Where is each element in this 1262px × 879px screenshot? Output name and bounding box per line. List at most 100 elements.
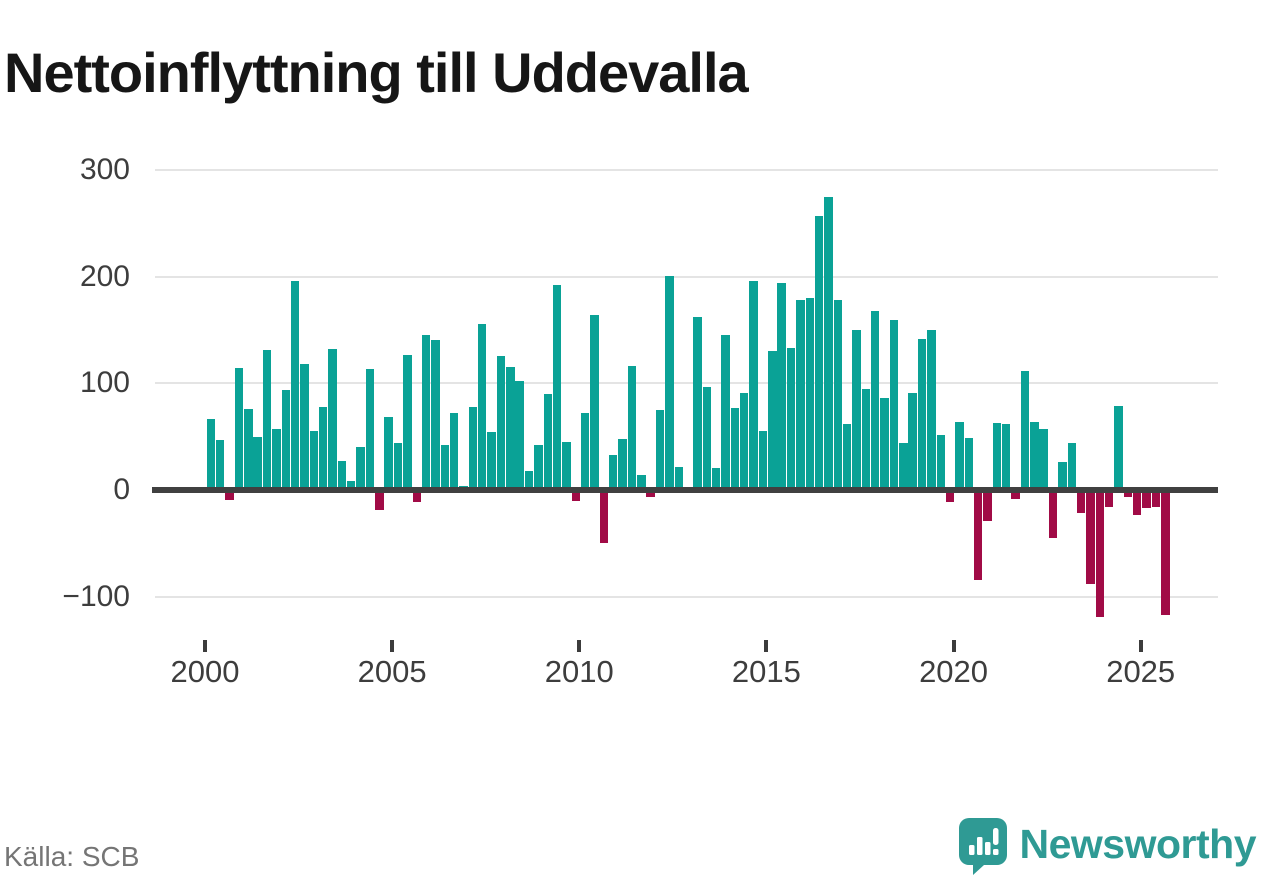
bar [571, 490, 580, 501]
bar [1133, 490, 1142, 515]
bar [580, 413, 590, 490]
bar [749, 280, 758, 490]
bar [225, 490, 234, 500]
bar [1048, 490, 1058, 538]
bar [992, 422, 1002, 490]
bar [618, 438, 627, 490]
bar [328, 349, 337, 490]
x-axis-tick [764, 640, 769, 652]
bar [234, 368, 244, 490]
bar [899, 443, 908, 490]
bar [487, 432, 496, 490]
bar [796, 300, 805, 490]
bar [1114, 405, 1123, 490]
logo-wordmark: Newsworthy [1019, 821, 1257, 867]
bar [412, 490, 421, 502]
x-axis-tick [203, 640, 207, 652]
bar [711, 467, 721, 490]
bar [871, 310, 880, 490]
bar [534, 445, 543, 490]
gridline [155, 595, 1218, 598]
bar [1095, 490, 1104, 617]
bar [1142, 490, 1151, 509]
bar [1151, 490, 1161, 508]
bar [814, 215, 824, 490]
bar [627, 366, 637, 490]
bar [805, 297, 814, 490]
newsworthy-logo: Newsworthy [958, 817, 1257, 877]
speech-bubble-chart-icon [958, 818, 1007, 875]
bar [431, 339, 440, 490]
bar [889, 320, 899, 490]
bar [356, 447, 365, 490]
bar [384, 417, 393, 490]
bar [674, 466, 683, 490]
bar [833, 300, 842, 490]
bar [1020, 370, 1030, 490]
bar [506, 367, 515, 490]
chart-title: Nettoinflyttning till Uddevalla [4, 40, 749, 104]
bar [908, 392, 917, 490]
gridline [155, 168, 1218, 171]
bar [917, 338, 927, 490]
bar [721, 335, 730, 490]
bar [262, 350, 272, 490]
x-axis-label: 2005 [357, 654, 427, 689]
bar [543, 393, 552, 490]
bar [702, 386, 711, 490]
bar [244, 408, 253, 490]
bar [945, 490, 955, 502]
bar [375, 490, 384, 511]
bar [1002, 423, 1011, 490]
gridline [155, 382, 1218, 385]
bar [552, 285, 562, 490]
bar [1067, 443, 1076, 490]
zero-axis-line [152, 487, 1218, 493]
bar [515, 381, 524, 490]
x-axis-label: 2010 [544, 654, 614, 689]
bar [777, 283, 786, 490]
bar [421, 335, 431, 490]
bar [665, 275, 674, 490]
bar [440, 445, 450, 490]
bar [609, 454, 618, 490]
bar [478, 323, 487, 490]
bar [786, 348, 796, 490]
bar [955, 421, 964, 490]
bar [693, 317, 702, 490]
bar [1039, 429, 1048, 490]
bar [281, 389, 290, 490]
bar [842, 423, 852, 490]
x-axis-tick [1138, 640, 1143, 652]
bar [824, 196, 833, 490]
x-axis-tick [951, 640, 956, 652]
bar [468, 406, 478, 490]
gridline [155, 275, 1218, 278]
bar [740, 392, 749, 490]
bar [1086, 490, 1095, 584]
bar [365, 369, 375, 490]
bar [309, 431, 319, 490]
bar [1011, 490, 1020, 499]
bar [936, 434, 945, 490]
bar [318, 406, 328, 490]
bar [449, 413, 459, 490]
bar [337, 461, 347, 490]
bar [347, 481, 356, 490]
bar [253, 436, 262, 490]
y-axis-label: 100 [79, 366, 130, 400]
bar [852, 329, 861, 490]
bar [272, 429, 281, 490]
x-axis-label: 2025 [1106, 654, 1176, 689]
bar [562, 441, 571, 490]
x-axis-tick [577, 640, 582, 652]
bar [983, 490, 992, 521]
y-axis-label: −100 [62, 579, 130, 613]
bar [590, 315, 599, 490]
bar [1058, 462, 1067, 490]
x-axis-tick [390, 640, 395, 652]
x-axis-label: 2020 [919, 654, 989, 689]
bar [393, 443, 403, 490]
bar [730, 407, 740, 490]
